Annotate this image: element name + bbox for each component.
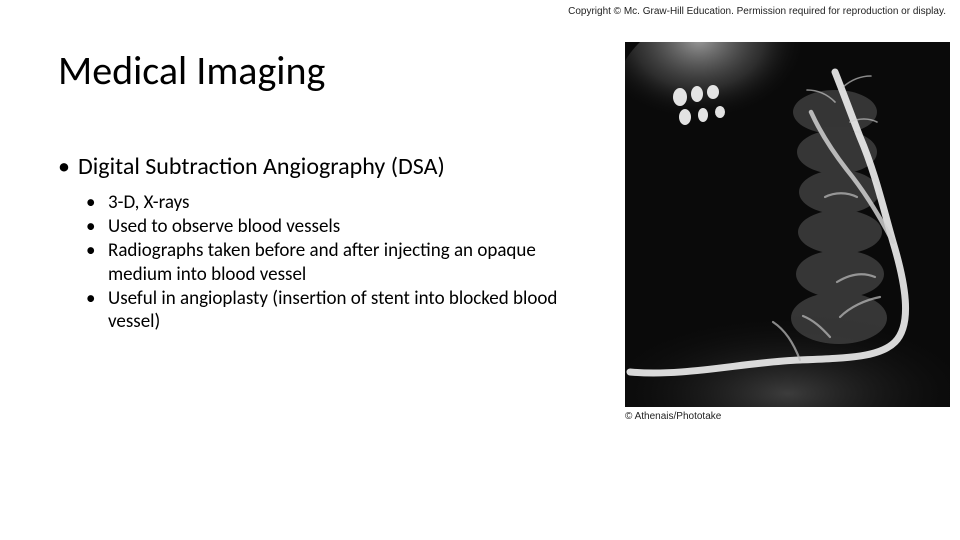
bullet-level2: Used to observe blood vessels: [86, 215, 578, 238]
image-credit: © Athenais/Phototake: [625, 411, 950, 422]
bullet-level2: Useful in angioplasty (insertion of sten…: [86, 287, 578, 333]
bullet-level2: 3-D, X-rays: [86, 191, 578, 214]
slide-title: Medical Imaging: [58, 46, 325, 95]
copyright-text: Copyright © Mc. Graw-Hill Education. Per…: [568, 6, 946, 17]
slide: Copyright © Mc. Graw-Hill Education. Per…: [0, 0, 960, 540]
bullet-list: Digital Subtraction Angiography (DSA) 3-…: [58, 152, 578, 333]
xray-illustration-icon: [625, 42, 950, 407]
bullet-level2: Radiographs taken before and after injec…: [86, 239, 578, 285]
figure: © Athenais/Phototake: [625, 42, 950, 422]
bullet-level1: Digital Subtraction Angiography (DSA): [58, 152, 578, 181]
content-body: Digital Subtraction Angiography (DSA) 3-…: [58, 152, 578, 334]
xray-image: [625, 42, 950, 407]
